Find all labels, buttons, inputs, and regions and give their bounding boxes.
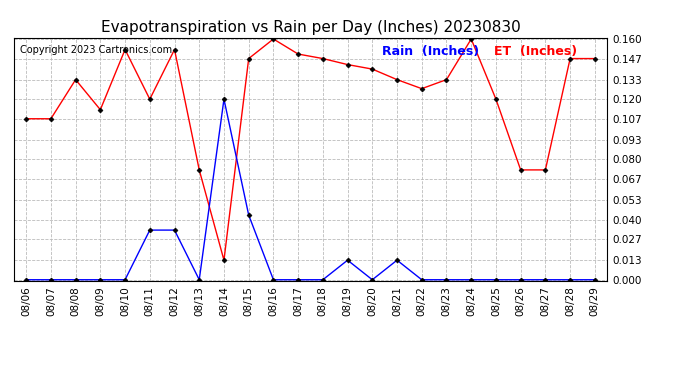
Text: Copyright 2023 Cartronics.com: Copyright 2023 Cartronics.com — [20, 45, 172, 55]
Text: Rain  (Inches): Rain (Inches) — [382, 45, 479, 58]
Title: Evapotranspiration vs Rain per Day (Inches) 20230830: Evapotranspiration vs Rain per Day (Inch… — [101, 20, 520, 35]
Text: ET  (Inches): ET (Inches) — [495, 45, 578, 58]
